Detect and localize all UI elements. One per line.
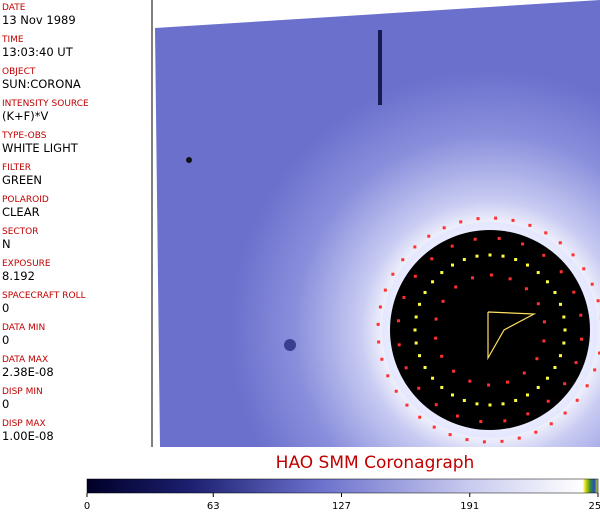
field-value: GREEN — [2, 173, 42, 187]
field-label: DISP MAX — [2, 419, 46, 429]
colorbar — [86, 478, 599, 494]
colorbar-tick-label: 63 — [207, 501, 220, 512]
field-value: 1.00E-08 — [2, 429, 54, 443]
field-label: DISP MIN — [2, 387, 43, 397]
field-label: TIME — [1, 35, 24, 45]
field-label: SPACECRAFT ROLL — [2, 291, 86, 301]
colorbar-tick-label: 0 — [84, 501, 90, 512]
field-label: POLAROID — [2, 195, 49, 205]
footer-title: HAO SMM Coronagraph — [276, 453, 475, 473]
colorbar-tick-label: 255 — [588, 501, 600, 512]
field-label: FILTER — [2, 163, 31, 173]
field-label: DATE — [2, 3, 26, 13]
field-value: 8.192 — [2, 269, 35, 283]
field-value: 0 — [2, 397, 9, 411]
field-value: SUN:CORONA — [2, 77, 81, 91]
field-label: DATA MAX — [2, 355, 48, 365]
field-value: CLEAR — [2, 205, 40, 219]
colorbar-tick-label: 191 — [460, 501, 479, 512]
field-value: N — [2, 237, 11, 251]
field-value: WHITE LIGHT — [2, 141, 79, 155]
field-value: 2.38E-08 — [2, 365, 54, 379]
field-label: DATA MIN — [2, 323, 45, 333]
field-label: INTENSITY SOURCE — [2, 99, 89, 109]
field-value: 0 — [2, 333, 9, 347]
field-value: (K+F)*V — [2, 109, 49, 123]
colorbar-tick-label: 127 — [332, 501, 351, 512]
field-label: TYPE-OBS — [1, 131, 47, 141]
field-label: EXPOSURE — [2, 259, 51, 269]
field-value: 0 — [2, 301, 9, 315]
field-value: 13:03:40 UT — [2, 45, 74, 59]
field-label: SECTOR — [2, 227, 39, 237]
coronagraph-image — [153, 0, 600, 447]
field-value: 13 Nov 1989 — [2, 13, 76, 27]
colorbar-ticks: 0 63 127 191 255 — [84, 493, 600, 512]
field-label: OBJECT — [2, 67, 36, 77]
